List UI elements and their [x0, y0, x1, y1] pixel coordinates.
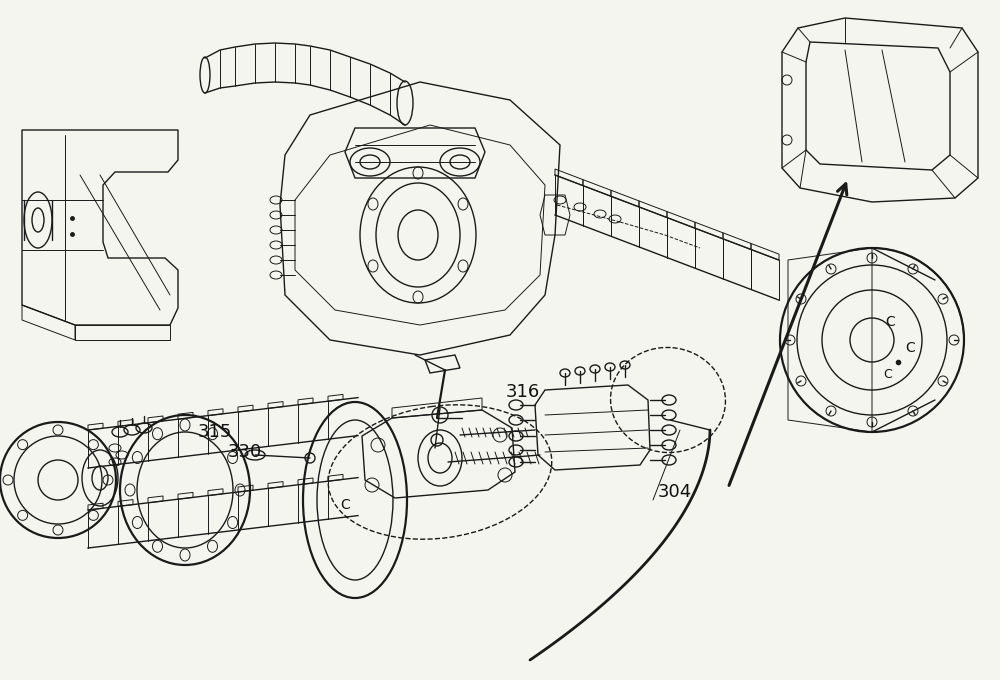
Text: 316: 316: [506, 383, 540, 401]
Text: 330: 330: [228, 443, 262, 461]
Text: 304: 304: [658, 483, 692, 501]
Text: C: C: [885, 315, 895, 329]
Text: C: C: [905, 341, 915, 355]
Text: 315: 315: [198, 423, 232, 441]
Text: C: C: [883, 367, 892, 381]
Text: C: C: [340, 498, 350, 512]
